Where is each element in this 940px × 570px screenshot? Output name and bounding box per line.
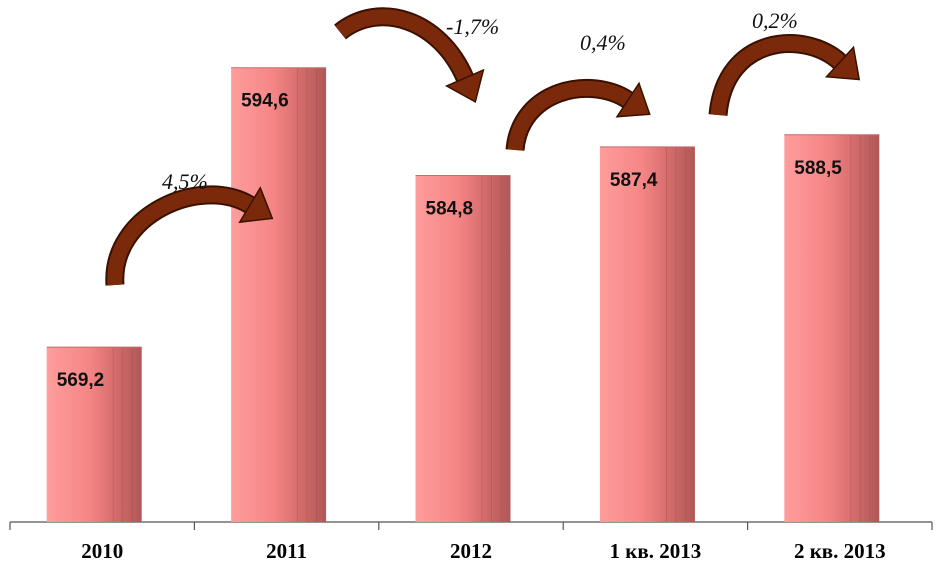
x-tick-label: 2012 bbox=[450, 539, 492, 563]
bar-body bbox=[784, 134, 880, 523]
change-arrow bbox=[334, 7, 485, 104]
arrow-head bbox=[444, 68, 485, 104]
bar-body bbox=[46, 347, 142, 522]
bar-5 bbox=[784, 134, 880, 523]
bar-2 bbox=[231, 67, 327, 522]
arrow-shaft bbox=[507, 80, 633, 152]
bar-3 bbox=[415, 175, 511, 522]
arrow-head bbox=[615, 81, 651, 118]
x-tick-label: 2010 bbox=[81, 539, 123, 563]
change-label: 0,2% bbox=[752, 8, 798, 33]
bar-4 bbox=[599, 146, 695, 522]
bar-value-label: 569,2 bbox=[57, 370, 105, 391]
bar-value-label: 588,5 bbox=[794, 158, 842, 179]
change-arrow bbox=[708, 34, 861, 117]
bar-body bbox=[415, 175, 511, 522]
arrow-head bbox=[238, 186, 274, 224]
x-tick-label: 2011 bbox=[266, 539, 307, 563]
bar-body bbox=[231, 67, 327, 522]
x-tick-label: 1 кв. 2013 bbox=[610, 539, 702, 563]
change-label: 4,5% bbox=[162, 169, 208, 194]
bar-value-label: 594,6 bbox=[241, 91, 289, 112]
change-arrow bbox=[105, 185, 274, 286]
arrow-shaft bbox=[710, 36, 846, 116]
bar-body bbox=[599, 146, 695, 522]
arrow-head bbox=[824, 45, 861, 81]
arrow-shaft bbox=[335, 9, 472, 82]
change-label: -1,7% bbox=[446, 14, 499, 39]
change-arrow bbox=[505, 78, 651, 152]
change-label: 0,4% bbox=[580, 30, 626, 55]
bar-value-label: 587,4 bbox=[610, 170, 658, 191]
arrow-shaft bbox=[107, 187, 254, 286]
bar-value-label: 584,8 bbox=[426, 199, 474, 220]
x-tick-label: 2 кв. 2013 bbox=[794, 539, 886, 563]
bar-1 bbox=[46, 346, 142, 522]
